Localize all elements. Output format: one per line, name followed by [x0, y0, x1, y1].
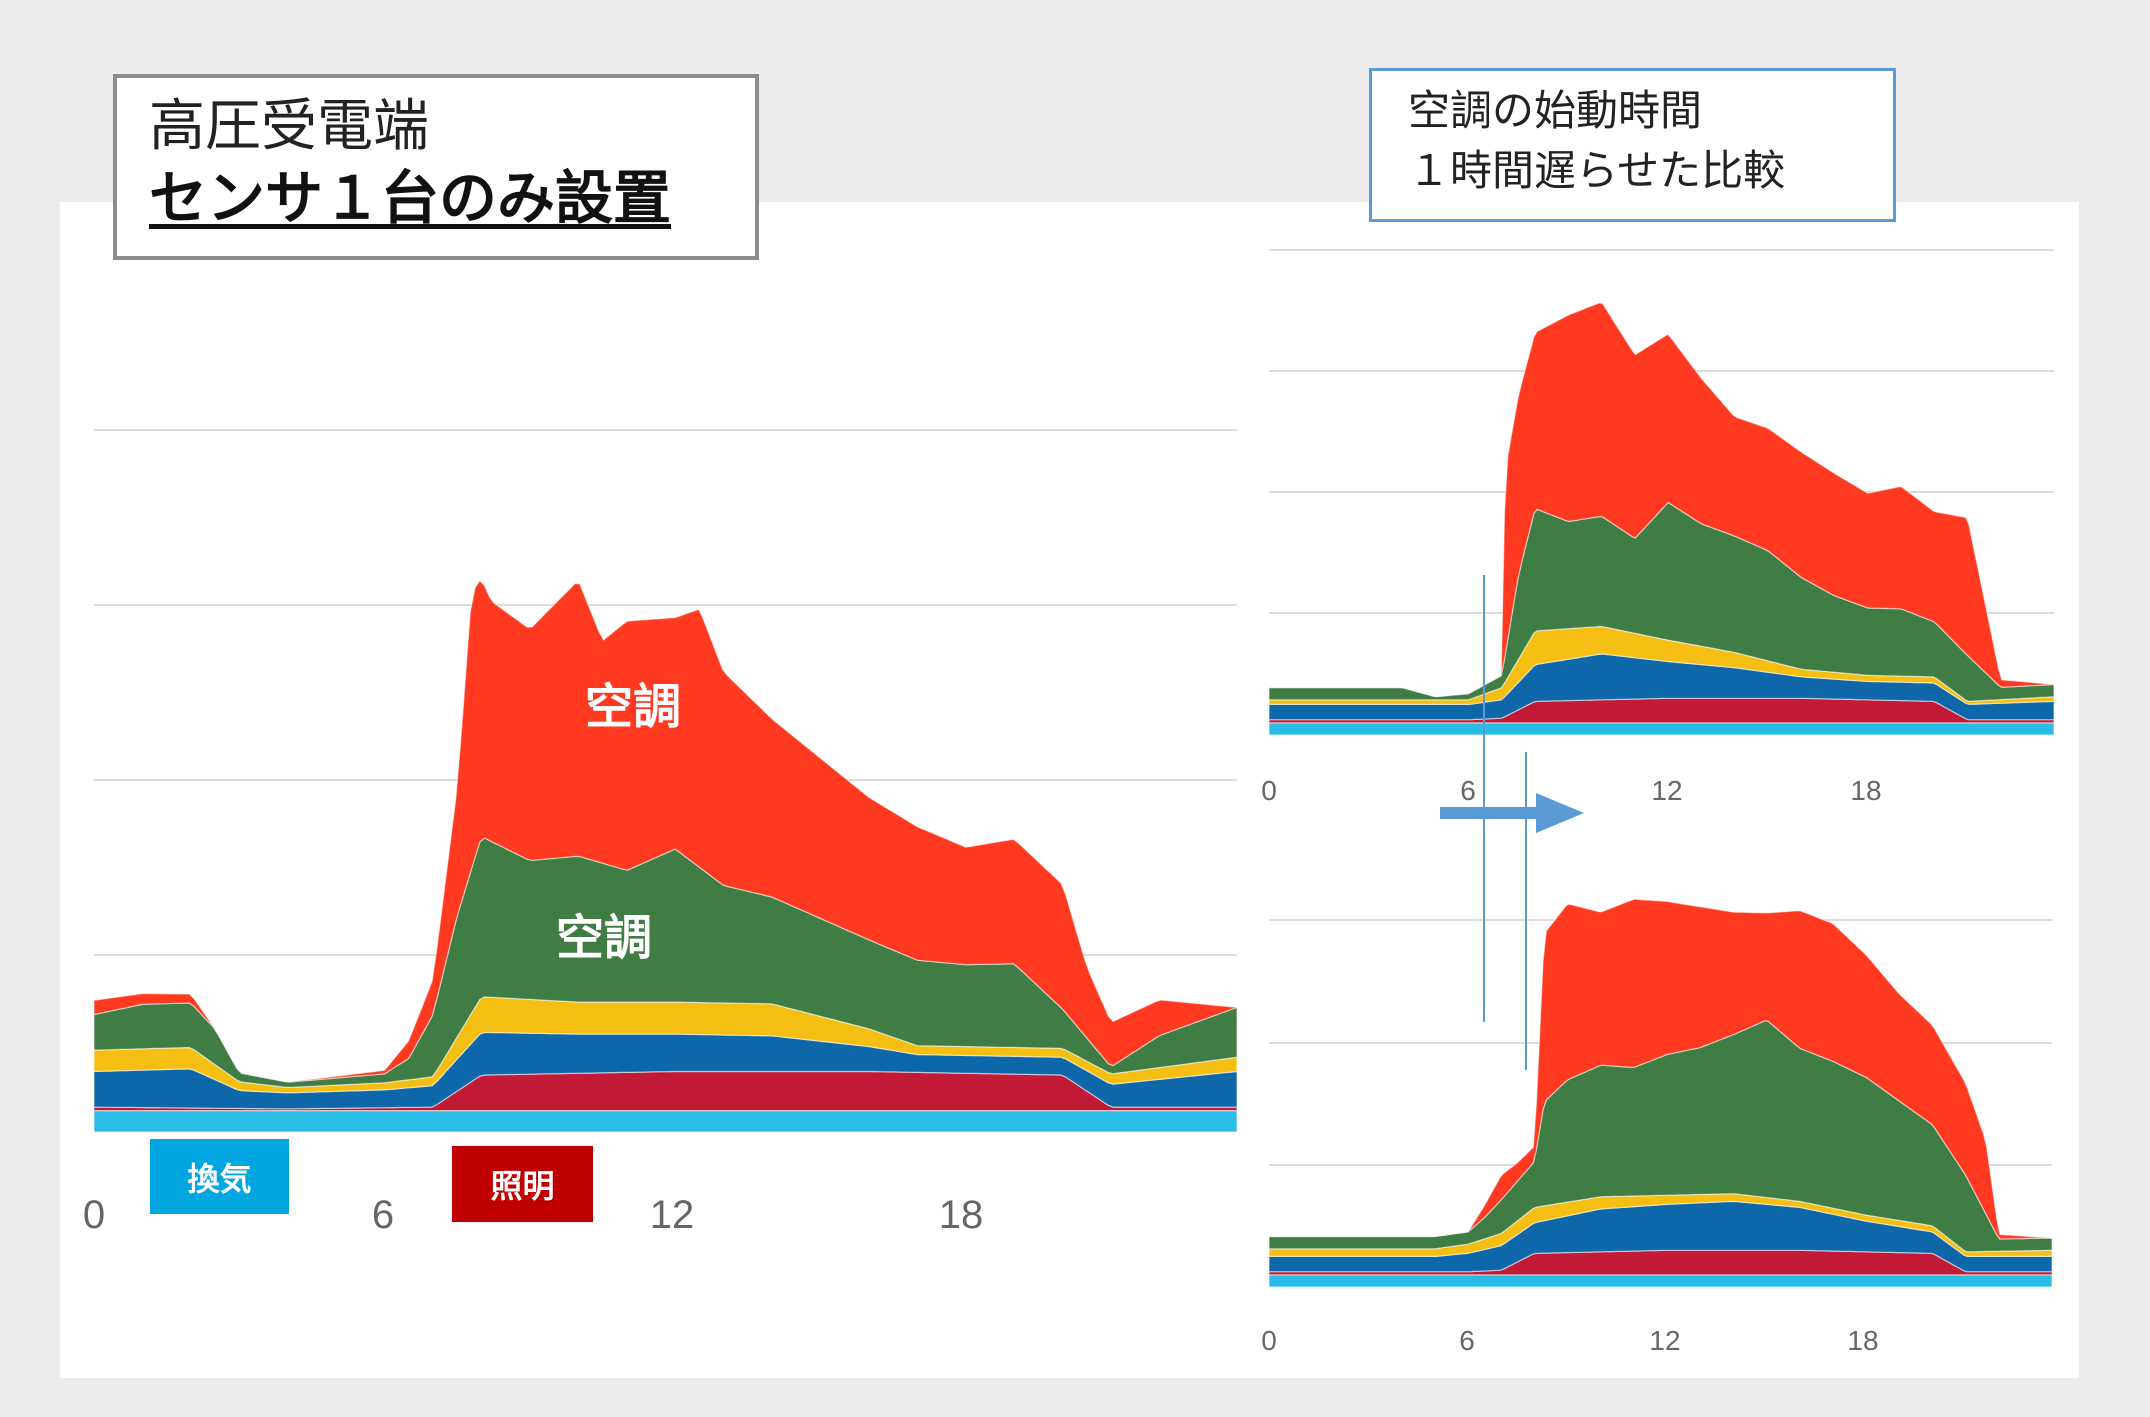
- lower-x-tick-label: 6: [1459, 1325, 1475, 1356]
- lighting-legend-tag: 照明: [452, 1146, 593, 1222]
- shift-arrow-icon: [1440, 793, 1584, 833]
- main-x-tick-label: 6: [372, 1193, 394, 1237]
- comparison-note-box: 空調の始動時間 １時間遅らせた比較: [1369, 68, 1896, 222]
- main-x-tick-label: 18: [939, 1193, 984, 1237]
- upper-x-tick-label: 0: [1261, 775, 1277, 806]
- main-area-series-0: [93, 1110, 1238, 1133]
- upper-x-tick-label: 6: [1460, 775, 1476, 806]
- lower-area-series-0: [1268, 1274, 2053, 1288]
- ac-lower-label: 空調: [556, 910, 653, 966]
- lower-x-tick-label: 0: [1261, 1325, 1277, 1356]
- upper-x-tick-label: 18: [1850, 775, 1881, 806]
- ventilation-legend-tag: 換気: [150, 1139, 289, 1214]
- title-line-2: センサ１台のみ設置: [149, 164, 672, 232]
- main-x-tick-label: 12: [650, 1193, 695, 1237]
- main-x-tick-label: 0: [83, 1193, 105, 1237]
- title-box: 高圧受電端 センサ１台のみ設置: [113, 74, 759, 260]
- lower-area-series-5: [1269, 898, 2053, 1240]
- lower-x-tick-label: 18: [1847, 1325, 1878, 1356]
- ac-upper-label: 空調: [585, 679, 682, 735]
- title-line-1: 高圧受電端: [149, 94, 429, 159]
- lower-x-tick-label: 12: [1649, 1325, 1680, 1356]
- upper-chart-group: 0 6 12 18: [1261, 249, 2055, 806]
- upper-x-tick-label: 12: [1651, 775, 1682, 806]
- upper-area-series-5: [1269, 302, 2055, 698]
- upper-area-series-0: [1268, 722, 2055, 736]
- main-chart-group: 0 6 12 18: [83, 429, 1238, 1237]
- lower-chart-group: 0 6 12 18: [1261, 898, 2053, 1356]
- main-area-series-5: [93, 579, 1238, 1083]
